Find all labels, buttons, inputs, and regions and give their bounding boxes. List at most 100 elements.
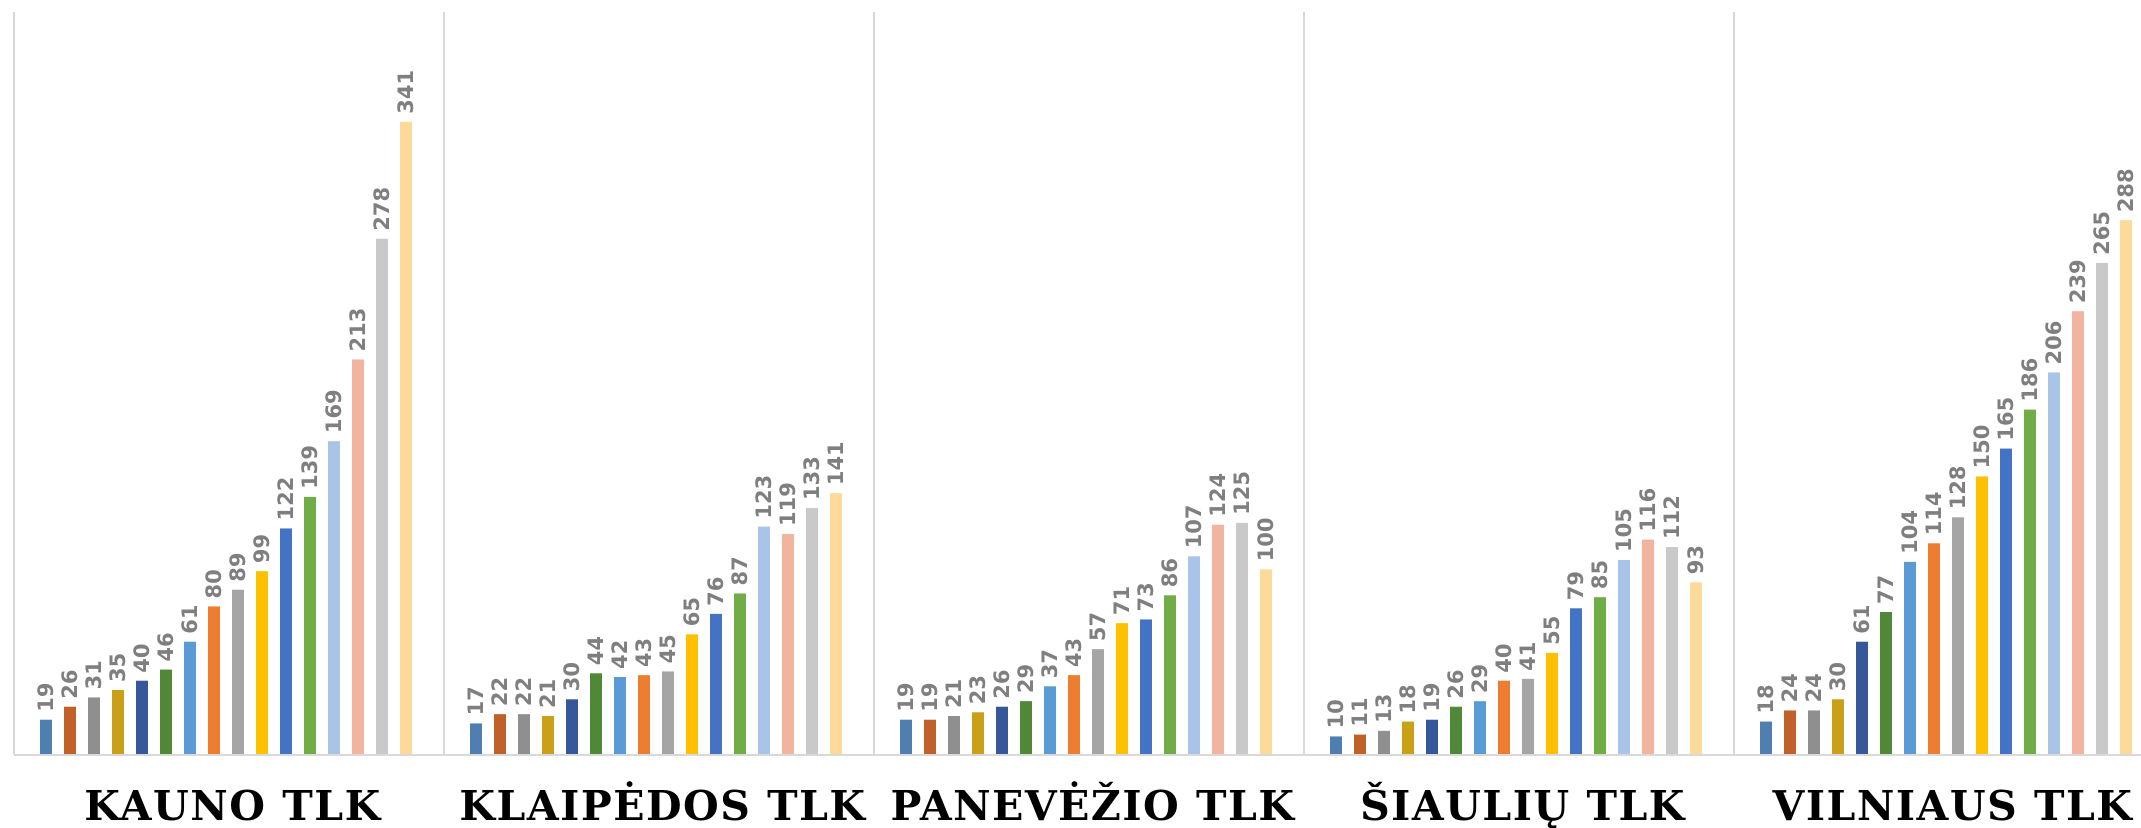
bar (1880, 612, 1892, 755)
bar (1068, 675, 1080, 755)
bar (1044, 686, 1056, 755)
bar (734, 593, 746, 755)
data-label: 19 (1420, 682, 1444, 711)
data-label: 76 (704, 577, 728, 606)
data-label: 22 (512, 677, 536, 706)
data-label: 24 (1802, 673, 1826, 702)
bar (972, 712, 984, 755)
data-label: 85 (1588, 560, 1612, 589)
data-label: 65 (680, 597, 704, 626)
bar (996, 706, 1008, 755)
data-label: 89 (226, 552, 250, 581)
bar (1140, 619, 1152, 755)
data-label: 73 (1134, 582, 1158, 611)
category-label: PANEVĖŽIO TLK (890, 781, 1295, 828)
bar (1378, 730, 1390, 755)
data-label: 23 (966, 675, 990, 704)
data-label: 42 (608, 640, 632, 669)
bar (494, 714, 506, 755)
data-label: 43 (1062, 638, 1086, 667)
data-label: 11 (1348, 697, 1372, 726)
bar (1546, 652, 1558, 755)
bar (542, 716, 554, 755)
data-label: 61 (1850, 604, 1874, 633)
data-label: 31 (82, 660, 106, 689)
bar (2120, 220, 2132, 755)
bar (638, 675, 650, 755)
bar (1928, 543, 1940, 755)
data-label: 86 (1158, 558, 1182, 587)
data-label: 100 (1254, 517, 1278, 561)
bar (280, 528, 292, 755)
data-label: 139 (298, 445, 322, 489)
data-label: 116 (1636, 488, 1660, 532)
data-labels: 19 26 31 35 40 466180899912213916921327834117… (34, 70, 2138, 729)
data-label: 79 (1564, 571, 1588, 600)
data-label: 71 (1110, 586, 1134, 615)
bar (1690, 582, 1702, 755)
data-label: 122 (274, 477, 298, 521)
bar (352, 359, 364, 755)
bar (64, 706, 76, 755)
bar (1450, 706, 1462, 755)
data-label: 87 (728, 556, 752, 585)
bar (1092, 649, 1104, 755)
bar (710, 613, 722, 755)
data-label: 186 (2018, 358, 2042, 402)
data-label: 80 (202, 569, 226, 598)
bar (376, 238, 388, 755)
bar (614, 677, 626, 755)
bar (1618, 560, 1630, 755)
bar (1212, 524, 1224, 755)
category-label: KLAIPĖDOS TLK (459, 781, 866, 828)
bar (328, 441, 340, 755)
bar (1976, 476, 1988, 755)
bar (40, 719, 52, 755)
data-label: 19 (894, 682, 918, 711)
data-label: 61 (178, 604, 202, 633)
data-label: 26 (990, 669, 1014, 698)
data-label: 13 (1372, 694, 1396, 723)
data-label: 213 (346, 308, 370, 352)
data-label: 105 (1612, 508, 1636, 552)
bar (2048, 372, 2060, 755)
data-label: 104 (1898, 510, 1922, 554)
bar (1570, 608, 1582, 755)
bar (924, 719, 936, 755)
data-label: 37 (1038, 649, 1062, 678)
bar (2024, 409, 2036, 755)
data-label: 29 (1468, 664, 1492, 693)
data-label: 46 (154, 632, 178, 661)
data-label: 124 (1206, 473, 1230, 517)
bar (304, 496, 316, 755)
bar (470, 723, 482, 755)
bar (1832, 699, 1844, 755)
bar (2000, 448, 2012, 755)
data-label: 19 (918, 682, 942, 711)
bar (1236, 522, 1248, 755)
bar (1474, 701, 1486, 755)
data-label: 165 (1994, 397, 2018, 441)
category-label: VILNIAUS TLK (1772, 782, 2134, 828)
data-label: 150 (1970, 425, 1994, 469)
bar (830, 493, 842, 755)
bar (758, 526, 770, 755)
data-label: 45 (656, 634, 680, 663)
bar (900, 719, 912, 755)
data-label: 26 (1444, 669, 1468, 698)
data-label: 341 (394, 70, 418, 114)
bar (518, 714, 530, 755)
data-label: 30 (1826, 662, 1850, 691)
data-label: 169 (322, 389, 346, 433)
category-label: KAUNO TLK (84, 782, 381, 828)
data-label: 119 (776, 482, 800, 526)
data-label: 26 (58, 669, 82, 698)
bar (88, 697, 100, 755)
bar (1856, 641, 1868, 755)
data-label: 123 (752, 475, 776, 519)
data-label: 30 (560, 662, 584, 691)
data-label: 99 (250, 534, 274, 563)
bar (1260, 569, 1272, 755)
bar (1522, 678, 1534, 755)
bar (1402, 721, 1414, 755)
